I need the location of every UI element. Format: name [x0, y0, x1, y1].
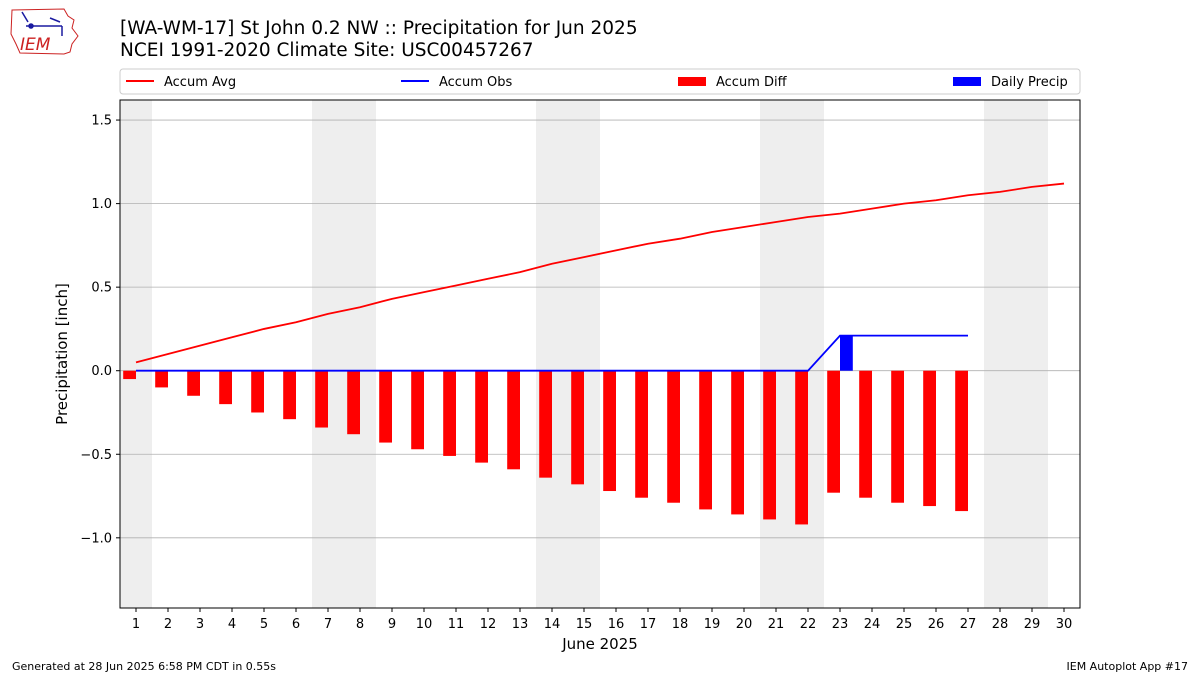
legend-label: Daily Precip — [991, 75, 1068, 90]
x-tick-label: 19 — [704, 617, 721, 632]
y-tick-label: −0.5 — [80, 448, 112, 463]
legend-swatch-bar — [678, 77, 706, 86]
x-tick-label: 16 — [608, 617, 625, 632]
x-tick-label: 29 — [1024, 617, 1041, 632]
x-tick-label: 9 — [388, 617, 396, 632]
logo-text: IEM — [20, 35, 51, 55]
accum-obs-line — [136, 334, 968, 372]
x-tick-label: 13 — [512, 617, 529, 632]
plot-frame — [119, 99, 1081, 609]
accum-diff-bar — [379, 370, 392, 443]
x-tick-label: 8 — [356, 617, 364, 632]
accum-diff-bar — [315, 370, 328, 428]
accum-diff-bar — [283, 370, 296, 420]
accum-diff-bar — [475, 370, 488, 463]
legend-label: Accum Avg — [164, 75, 236, 90]
accum-diff-bar — [251, 370, 264, 413]
x-tick-label: 24 — [864, 617, 881, 632]
generated-note: Generated at 28 Jun 2025 6:58 PM CDT in … — [12, 660, 277, 673]
legend-swatch-bar — [953, 77, 981, 86]
x-tick-label: 25 — [896, 617, 913, 632]
accum-diff-bar — [155, 370, 168, 388]
chart-subtitle: NCEI 1991-2020 Climate Site: USC00457267 — [120, 40, 534, 61]
daily-precip-bar — [840, 335, 853, 371]
accum-diff-bar — [763, 370, 776, 520]
accum-diff-bar — [859, 370, 872, 498]
y-axis: −1.0 −0.5 0.0 0.5 1.0 1.5 — [80, 114, 120, 546]
accum-diff-bar — [667, 370, 680, 503]
x-tick-label: 30 — [1056, 617, 1073, 632]
x-tick-label: 10 — [416, 617, 433, 632]
x-tick-label: 26 — [928, 617, 945, 632]
x-tick-label: 27 — [960, 617, 977, 632]
accum-diff-bar — [635, 370, 648, 498]
y-tick-label: −1.0 — [80, 531, 112, 546]
chart-title: [WA-WM-17] St John 0.2 NW :: Precipitati… — [120, 18, 638, 39]
accum-diff-bar — [827, 370, 840, 493]
accum-diff-bar — [347, 370, 360, 435]
x-tick-label: 2 — [164, 617, 172, 632]
x-tick-label: 1 — [132, 617, 140, 632]
y-axis-label: Precipitation [inch] — [53, 283, 71, 425]
x-tick-label: 17 — [640, 617, 657, 632]
x-tick-label: 5 — [260, 617, 268, 632]
x-tick-label: 28 — [992, 617, 1009, 632]
y-tick-label: 1.5 — [91, 114, 112, 129]
legend-label: Accum Obs — [439, 75, 512, 90]
x-axis-label: June 2025 — [561, 635, 638, 653]
weekend-bands — [120, 100, 1048, 608]
y-tick-label: 0.0 — [91, 364, 112, 379]
accum-diff-bar — [603, 370, 616, 492]
accum-diff-bar — [219, 370, 232, 405]
legend-label: Accum Diff — [716, 75, 788, 90]
accum-diff-bar — [923, 370, 936, 507]
iem-logo: IEM — [10, 8, 79, 55]
legend: Accum Avg Accum Obs Accum Diff Daily Precip — [119, 68, 1081, 95]
accum-diff-bar — [507, 370, 520, 470]
x-tick-label: 4 — [228, 617, 236, 632]
x-tick-label: 3 — [196, 617, 204, 632]
x-axis: 1 2 3 4 5 6 7 8 9 10 11 12 13 14 15 16 17 18 19 20 21 22 23 24 2… — [132, 608, 1072, 632]
legend-box — [119, 68, 1081, 95]
x-tick-label: 23 — [832, 617, 849, 632]
x-tick-label: 20 — [736, 617, 753, 632]
accum-diff-bar — [731, 370, 744, 515]
accum-diff-bar — [539, 370, 552, 478]
weekend-band — [760, 100, 824, 608]
weather-station-icon — [21, 11, 63, 36]
y-tick-label: 1.0 — [91, 197, 112, 212]
accum-diff-bar — [699, 370, 712, 510]
x-tick-label: 21 — [768, 617, 785, 632]
weekend-band — [536, 100, 600, 608]
x-tick-label: 12 — [480, 617, 497, 632]
accum-diff-bar — [891, 370, 904, 503]
x-tick-label: 7 — [324, 617, 332, 632]
accum-avg-line — [135, 182, 1065, 364]
accum-diff-bar — [571, 370, 584, 485]
x-tick-label: 11 — [448, 617, 465, 632]
x-tick-label: 15 — [576, 617, 593, 632]
weekend-band — [984, 100, 1048, 608]
accum-diff-bar — [123, 370, 136, 380]
bar-marks — [123, 335, 968, 525]
x-tick-label: 6 — [292, 617, 300, 632]
accum-diff-bar — [187, 370, 200, 396]
accum-diff-bar — [795, 370, 808, 525]
gridlines — [120, 119, 1080, 539]
line-marks — [135, 182, 1065, 372]
accum-diff-bar — [955, 370, 968, 512]
x-tick-label: 14 — [544, 617, 561, 632]
x-tick-label: 22 — [800, 617, 817, 632]
accum-diff-bar — [411, 370, 424, 450]
weekend-band — [312, 100, 376, 608]
app-note: IEM Autoplot App #17 — [1066, 660, 1189, 673]
y-tick-label: 0.5 — [91, 281, 112, 296]
accum-diff-bar — [443, 370, 456, 456]
x-tick-label: 18 — [672, 617, 689, 632]
weekend-band — [120, 100, 152, 608]
